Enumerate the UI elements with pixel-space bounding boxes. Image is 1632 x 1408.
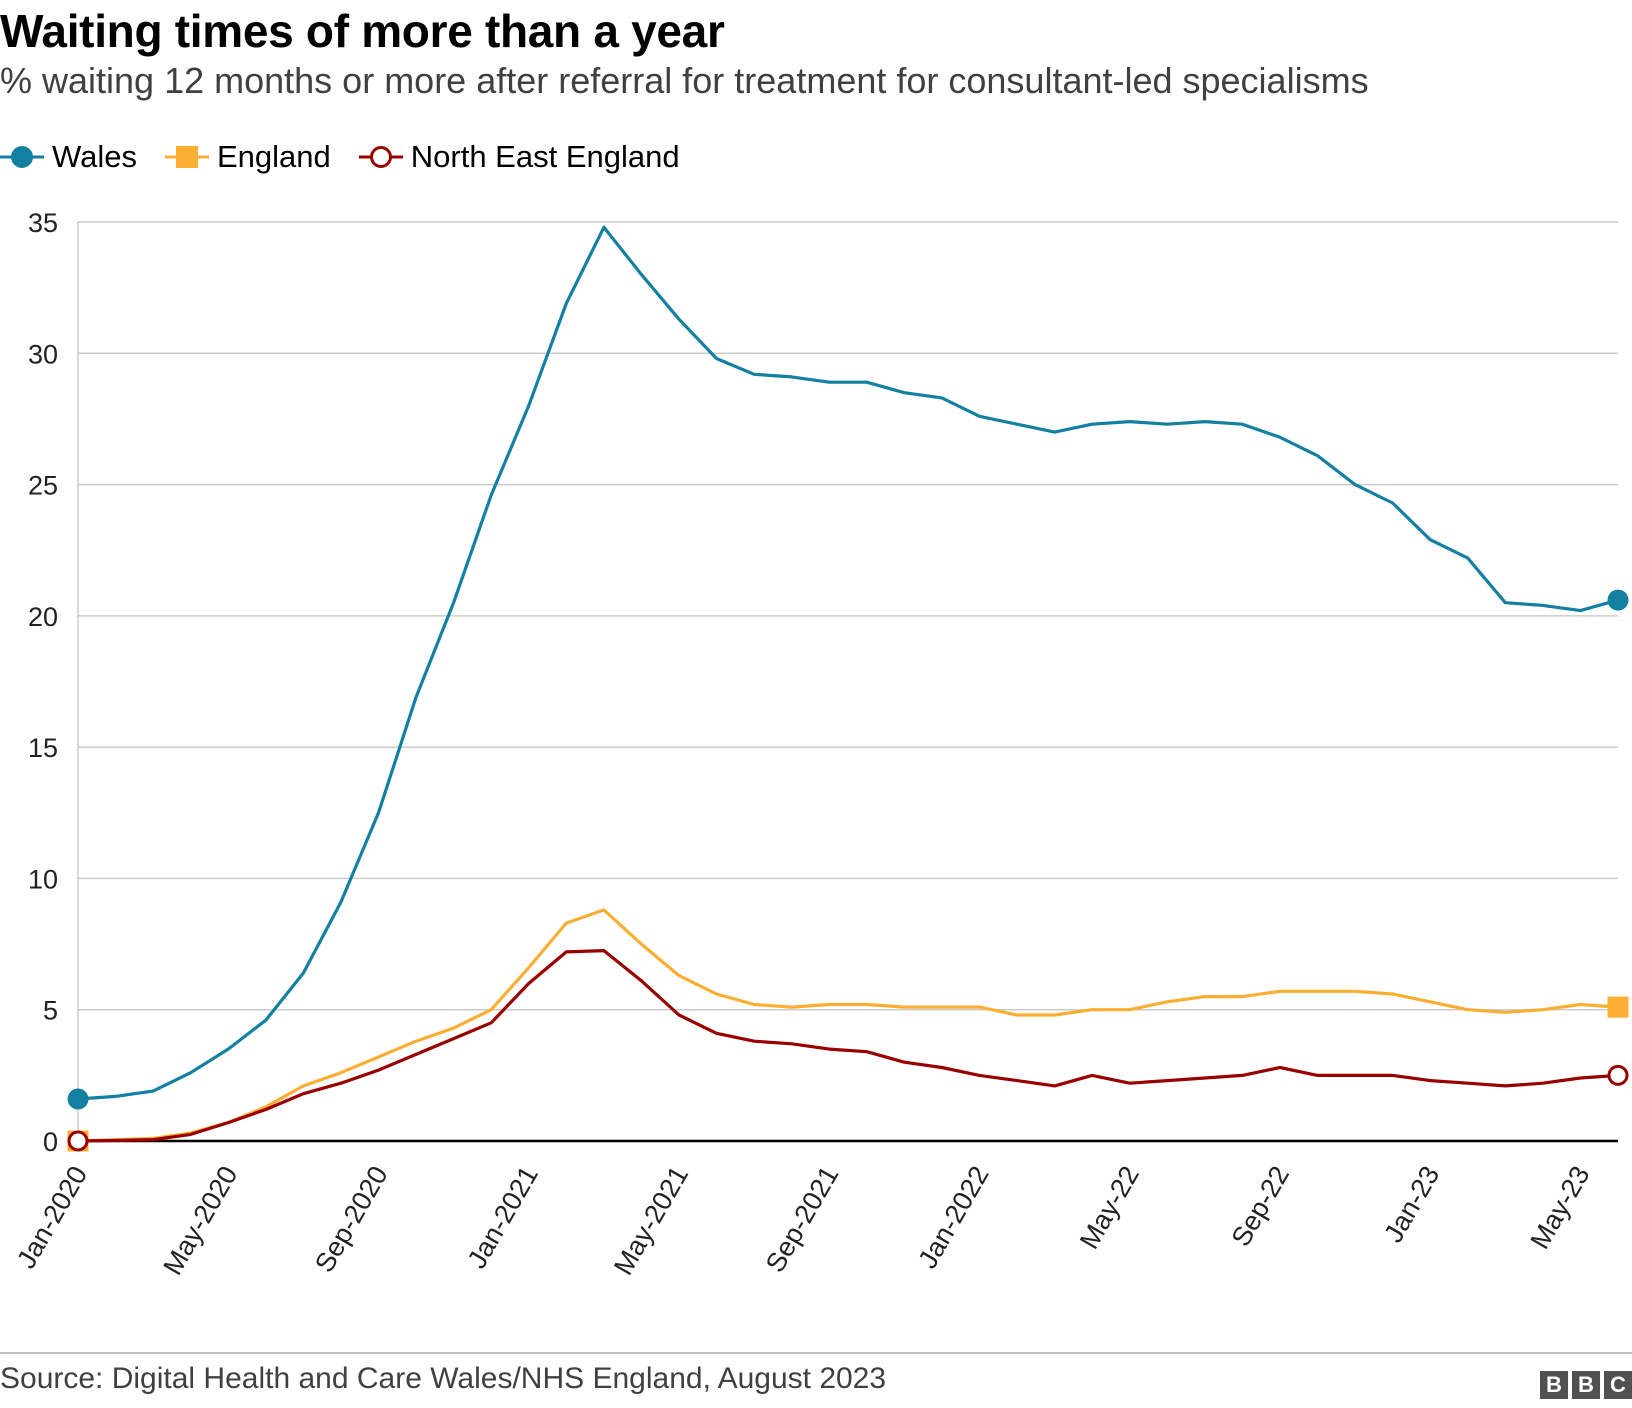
data-point-north-east-england	[1607, 1064, 1629, 1086]
x-tick-label: Jan-2020	[11, 1161, 93, 1274]
chart-title: Waiting times of more than a year	[0, 5, 725, 57]
legend-label-north-east-england: North East England	[410, 139, 680, 174]
footer-divider	[0, 1352, 1632, 1354]
y-tick-label: 20	[28, 602, 58, 632]
x-tick-label: Sep-2020	[309, 1161, 394, 1277]
bbc-logo-letter: C	[1604, 1371, 1632, 1399]
series-line-wales	[76, 225, 1620, 1101]
chart-subtitle: % waiting 12 months or more after referr…	[0, 60, 1369, 101]
y-tick-label: 10	[28, 864, 58, 894]
series-line-england	[76, 908, 1620, 1143]
x-tick-label: Jan-23	[1378, 1161, 1445, 1248]
y-tick-label: 35	[28, 208, 58, 238]
bbc-logo-letter: B	[1540, 1371, 1568, 1399]
source-note: Source: Digital Health and Care Wales/NH…	[0, 1362, 887, 1395]
y-tick-label: 0	[43, 1127, 58, 1157]
bbc-logo-letter: B	[1572, 1371, 1600, 1399]
data-point-wales	[1607, 589, 1629, 611]
data-point-north-east-england	[67, 1130, 89, 1152]
y-tick-label: 5	[43, 996, 58, 1026]
x-tick-label: May-2021	[608, 1161, 694, 1280]
series-end-markers	[67, 589, 1629, 1152]
legend: Wales England North East England	[0, 135, 708, 179]
x-tick-label: Sep-2021	[760, 1161, 845, 1277]
bbc-logo: B B C	[1536, 1371, 1632, 1399]
series-line-north-east-england	[76, 948, 1620, 1143]
legend-item-england: England	[164, 139, 331, 175]
x-tick-label: Sep-22	[1226, 1161, 1296, 1251]
x-tick-label: Jan-2021	[462, 1161, 544, 1274]
y-tick-label: 15	[28, 733, 58, 763]
y-tick-label: 30	[28, 339, 58, 369]
data-point-england	[1607, 996, 1629, 1018]
legend-item-north-east-england: North East England	[358, 139, 680, 175]
y-axis-ticks: 0 5 10 15 20 25 30 35	[28, 208, 58, 1157]
legend-marker-wales	[0, 146, 44, 168]
x-axis-ticks: Jan-2020 May-2020 Sep-2020 Jan-2021 May-2021…	[11, 1161, 1596, 1280]
x-tick-label: May-23	[1525, 1161, 1596, 1254]
legend-label-england: England	[216, 139, 331, 174]
x-tick-label: Jan-2022	[912, 1161, 994, 1274]
x-tick-label: May-2020	[157, 1161, 243, 1280]
data-point-wales	[67, 1088, 89, 1110]
legend-item-wales: Wales	[0, 139, 137, 175]
legend-label-wales: Wales	[52, 139, 137, 174]
series-lines	[76, 225, 1620, 1143]
legend-marker-england	[164, 146, 209, 168]
y-tick-label: 25	[28, 471, 58, 501]
legend-marker-north-east-england	[358, 146, 403, 168]
gridlines	[77, 221, 1618, 1141]
x-tick-label: May-22	[1074, 1161, 1145, 1254]
